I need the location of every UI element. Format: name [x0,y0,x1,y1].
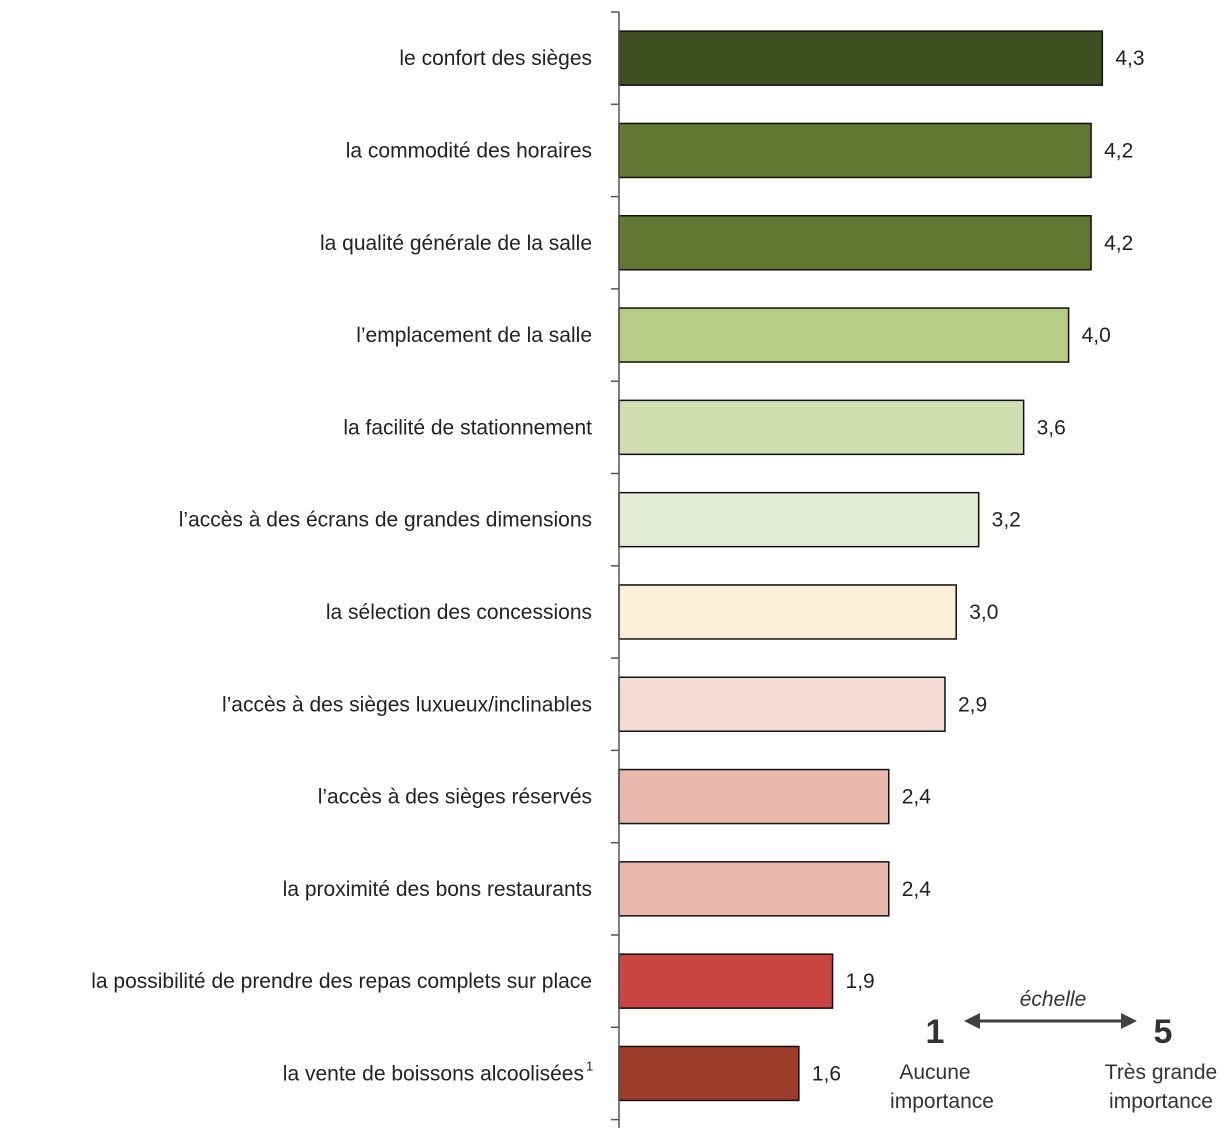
scale-min-label-line1: Aucune [899,1061,970,1084]
category-label: la commodité des horaires [346,139,592,162]
bars-layer: 4,3 4,2 4,2 4,0 3,6 3,2 3,0 2,9 2,4 2,4 1,9 1,6 [618,30,1145,1102]
category-axis: le confort des sièges la commodité des ho… [91,11,620,1128]
category-label: la possibilité de prendre des repas comp… [91,970,592,993]
bar [618,768,890,825]
bar-value-label: 4,2 [1104,232,1133,255]
scale-min-label-line2: importance [890,1090,994,1113]
bar-value-label: 1,9 [846,970,875,993]
scale-legend-label: échelle [1020,988,1087,1011]
category-label: la qualité générale de la salle [320,232,592,255]
category-label: la sélection des concessions [326,601,592,624]
category-label: la proximité des bons restaurants [283,878,592,901]
bar [618,307,1070,363]
bar [618,215,1092,271]
category-label: l’emplacement de la salle [356,324,592,347]
category-footnote-marker: 1 [586,1058,593,1073]
bar [618,399,1025,456]
bar-value-label: 2,4 [902,878,932,901]
category-label: le confort des sièges [399,47,592,70]
bar-value-label: 3,0 [969,601,998,624]
bar-value-label: 4,0 [1082,324,1111,347]
bar-value-label: 4,2 [1104,139,1133,162]
category-label: l’accès à des écrans de grandes dimensio… [179,509,592,532]
bar-value-label: 2,4 [902,786,932,809]
category-label: la vente de boissons alcoolisées [283,1062,584,1085]
scale-max-label-line1: Très grande [1105,1061,1217,1084]
bar [618,861,890,917]
bar [618,953,834,1009]
scale-max-label-line2: importance [1109,1090,1213,1113]
scale-max-value: 5 [1154,1013,1173,1051]
bar [618,676,946,732]
bar [618,122,1092,179]
scale-legend: échelle 1 5 Aucune importance Très grand… [890,988,1217,1113]
category-label: la facilité de stationnement [343,416,592,439]
double-arrow-icon [964,1013,1137,1029]
bar [618,584,957,640]
bar-value-label: 1,6 [812,1062,841,1085]
bar-value-label: 3,6 [1037,416,1066,439]
bar [618,491,980,548]
bar-value-label: 4,3 [1115,47,1144,70]
scale-min-value: 1 [926,1013,945,1051]
bar-value-label: 2,9 [958,693,987,716]
bar [618,1045,800,1102]
category-label: l’accès à des sièges réservés [318,786,592,809]
bar-value-label: 3,2 [992,509,1021,532]
bar [618,30,1104,86]
category-label: l’accès à des sièges luxueux/inclinables [222,693,592,716]
